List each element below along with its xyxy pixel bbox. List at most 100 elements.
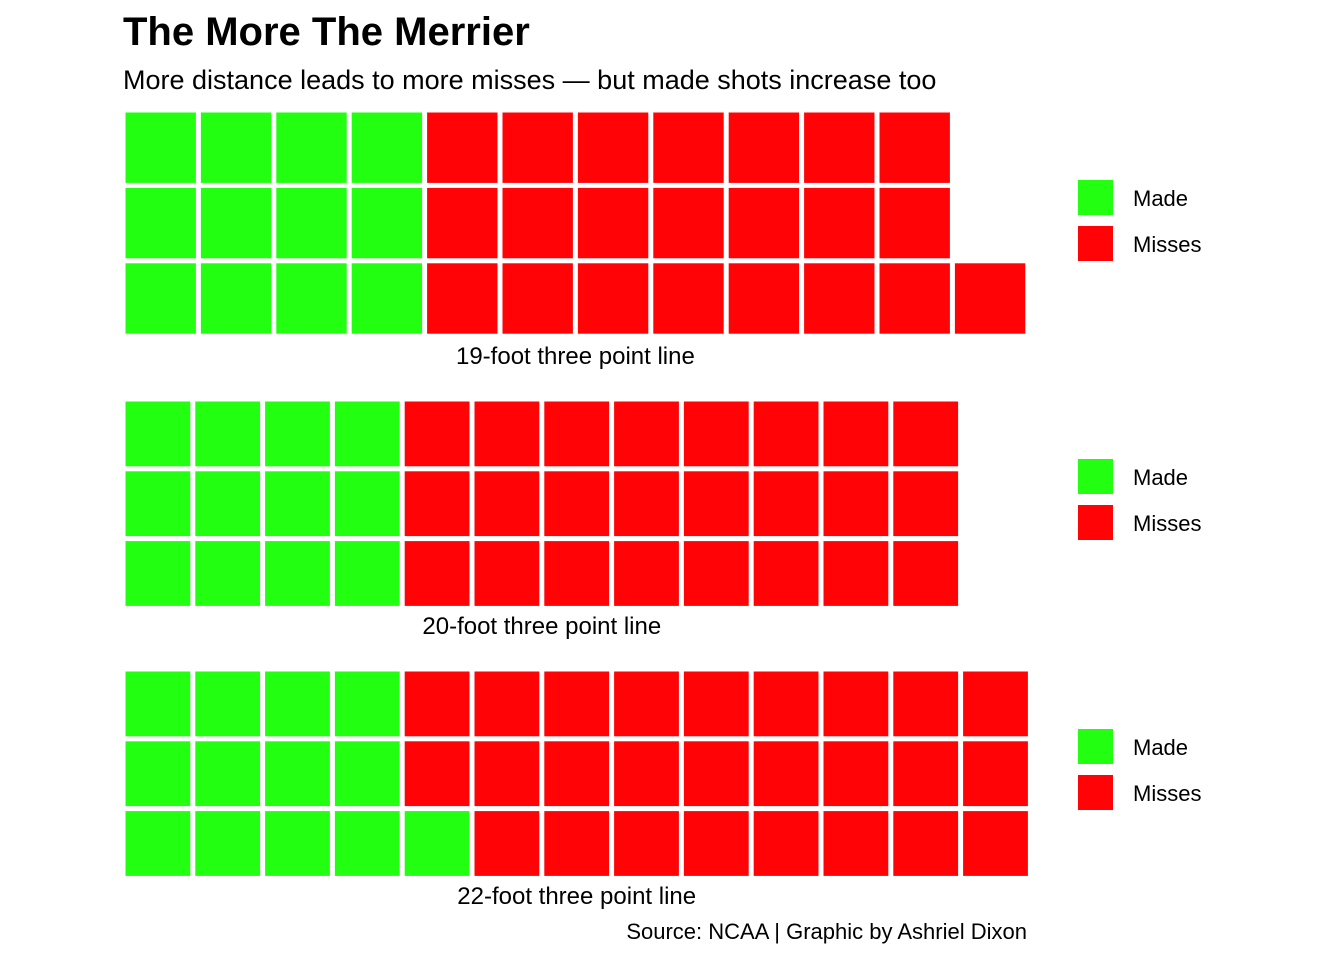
miss-square [728, 112, 800, 183]
chart-subtitle: More distance leads to more misses — but… [123, 65, 937, 95]
miss-square [753, 811, 819, 876]
made-square [351, 112, 423, 183]
miss-square [404, 471, 470, 537]
made-square [351, 187, 423, 259]
legend-misses-key [1078, 505, 1113, 540]
miss-square [502, 112, 573, 183]
made-square [195, 471, 261, 537]
made-square [265, 401, 330, 467]
miss-square [823, 671, 889, 737]
miss-square [404, 741, 470, 807]
panel-label: 22-foot three point line [457, 883, 696, 910]
miss-square [427, 263, 498, 334]
legend-made-label: Made [1133, 186, 1188, 211]
legend-made-key [1078, 180, 1113, 215]
made-square [200, 112, 272, 183]
miss-square [474, 811, 540, 876]
made-square [334, 671, 400, 737]
miss-square [804, 187, 875, 259]
made-square [195, 741, 261, 807]
miss-square [879, 187, 950, 259]
made-square [195, 811, 261, 876]
miss-square [577, 187, 649, 259]
made-square [125, 112, 196, 183]
miss-square [753, 541, 819, 606]
made-square [265, 471, 330, 537]
miss-square [893, 671, 959, 737]
made-square [125, 187, 196, 259]
miss-square [404, 401, 470, 467]
panel-label: 19-foot three point line [456, 343, 695, 370]
waffle-panel-2: 20-foot three point line Made Misses [125, 401, 1201, 640]
made-square [351, 263, 423, 334]
miss-square [544, 671, 610, 737]
made-square [334, 401, 400, 467]
miss-square [879, 263, 950, 334]
miss-square [823, 471, 889, 537]
waffle-panel-1: 19-foot three point line Made Misses [125, 112, 1201, 370]
legend-made-key [1078, 729, 1113, 764]
panel-label: 20-foot three point line [422, 613, 661, 640]
miss-square [954, 263, 1026, 334]
miss-square [614, 471, 679, 537]
miss-square [577, 112, 649, 183]
legend-made-label: Made [1133, 465, 1188, 490]
made-square [265, 671, 330, 737]
made-square [125, 741, 191, 807]
miss-square [614, 741, 679, 807]
miss-square [753, 671, 819, 737]
miss-square [683, 471, 749, 537]
miss-square [963, 811, 1028, 876]
made-square [200, 263, 272, 334]
made-square [276, 263, 347, 334]
miss-square [963, 741, 1028, 807]
miss-square [404, 671, 470, 737]
miss-square [823, 811, 889, 876]
legend-misses-label: Misses [1133, 511, 1201, 536]
miss-square [427, 187, 498, 259]
legend-made-key [1078, 459, 1113, 494]
miss-square [823, 541, 889, 606]
miss-square [544, 741, 610, 807]
legend-misses-key [1078, 226, 1113, 261]
made-square [265, 811, 330, 876]
miss-square [502, 187, 573, 259]
miss-square [683, 741, 749, 807]
made-square [265, 541, 330, 606]
miss-square [753, 401, 819, 467]
made-square [195, 401, 261, 467]
miss-square [653, 112, 724, 183]
miss-square [544, 811, 610, 876]
miss-square [653, 263, 724, 334]
chart-title: The More The Merrier [123, 10, 530, 54]
miss-square [404, 541, 470, 606]
miss-square [544, 541, 610, 606]
miss-square [683, 541, 749, 606]
made-square [195, 541, 261, 606]
made-square [404, 811, 470, 876]
miss-square [893, 471, 959, 537]
miss-square [427, 112, 498, 183]
made-square [125, 671, 191, 737]
legend-misses-label: Misses [1133, 781, 1201, 806]
miss-square [502, 263, 573, 334]
made-square [276, 187, 347, 259]
miss-square [753, 471, 819, 537]
miss-square [683, 811, 749, 876]
miss-square [614, 671, 679, 737]
miss-square [683, 401, 749, 467]
miss-square [577, 263, 649, 334]
miss-square [544, 471, 610, 537]
miss-square [474, 741, 540, 807]
miss-square [804, 263, 875, 334]
miss-square [683, 671, 749, 737]
made-square [334, 541, 400, 606]
miss-square [823, 741, 889, 807]
source-caption: Source: NCAA | Graphic by Ashriel Dixon [626, 919, 1027, 944]
legend-misses-key [1078, 775, 1113, 810]
miss-square [728, 187, 800, 259]
miss-square [614, 401, 679, 467]
miss-square [728, 263, 800, 334]
miss-square [753, 741, 819, 807]
